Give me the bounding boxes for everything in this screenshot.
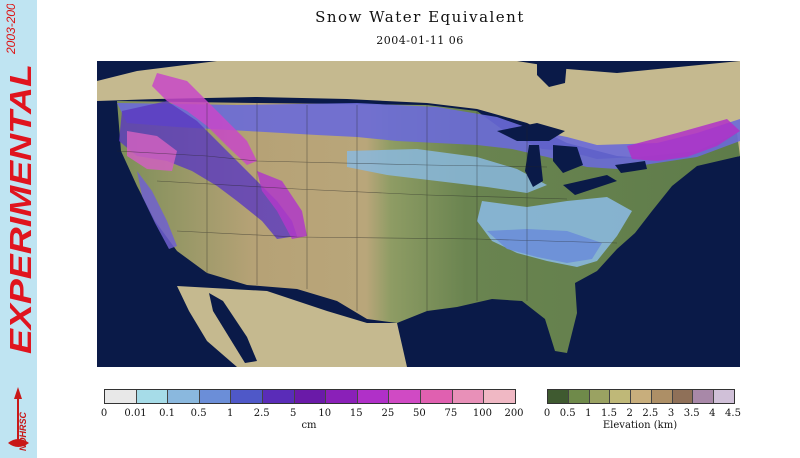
snow-west [119, 101, 297, 239]
season-years: 2003-2004 [4, 4, 18, 55]
state-borders [116, 103, 618, 311]
elevation-tick-label: 0 [543, 408, 551, 419]
swe-tick-label: 10 [318, 408, 332, 419]
experimental-banner: EXPERIMENTAL [3, 64, 37, 354]
nohrsc-logo: NOHRSC [8, 387, 29, 451]
map-title: Snow Water Equivalent [315, 8, 525, 26]
season-years-label: 2003-2004 [4, 4, 18, 55]
elevation-swatch [589, 390, 611, 403]
hudson-bay [537, 61, 567, 87]
swe-color-scale [104, 389, 516, 404]
swe-tick-label: 1 [226, 408, 234, 419]
swe-swatch [136, 390, 169, 403]
snow-rockies-north [152, 73, 257, 165]
elevation-tick-labels: 0 0.5 1 1.5 2 2.5 3 3.5 4 4.5 [543, 408, 741, 420]
swe-tick-label: 15 [349, 408, 363, 419]
experimental-sidebar: 2003-2004 EXPERIMENTAL NOHRSC [0, 0, 37, 458]
elevation-unit-label: Elevation (km) [602, 420, 678, 431]
swe-tick-label: 0 [100, 408, 108, 419]
elevation-swatch [672, 390, 694, 403]
lake-michigan [525, 145, 543, 187]
snow-colorado [257, 171, 307, 239]
elevation-swatch [651, 390, 673, 403]
elevation-swatch [693, 390, 715, 403]
experimental-label: EXPERIMENTAL [3, 64, 37, 354]
swe-tick-labels: 0 0.01 0.1 0.5 1 2.5 5 10 15 25 50 75 100 200 [100, 408, 524, 420]
elevation-tick-label: 2 [626, 408, 633, 419]
swe-swatch [452, 390, 485, 403]
elevation-tick-label: 3.5 [683, 408, 700, 419]
snow-appalachian [487, 229, 602, 263]
elevation-swatch [548, 390, 569, 403]
elevation-tick-label: 0.5 [559, 408, 576, 419]
elevation-color-scale [547, 389, 735, 404]
snow-cascades [127, 131, 177, 171]
swe-swatch [294, 390, 327, 403]
swe-swatch [357, 390, 390, 403]
elevation-tick-label: 1.5 [601, 408, 617, 419]
nohrsc-logo-text: NOHRSC [18, 411, 28, 451]
swe-tick-label: 0.01 [124, 408, 147, 419]
swe-swatch [231, 390, 264, 403]
swe-swatch [389, 390, 422, 403]
swe-tick-label: 0.1 [159, 408, 176, 419]
lake-superior [497, 123, 565, 141]
snow-northeast [627, 119, 740, 161]
swe-swatch [105, 390, 137, 403]
swe-tick-label: 2.5 [253, 408, 270, 419]
elevation-tick-label: 4.5 [725, 408, 741, 419]
gulf-of-california [209, 293, 257, 363]
swe-unit-label: cm [301, 420, 317, 431]
lake-ontario [615, 161, 647, 173]
lake-erie [563, 175, 617, 195]
snow-map [97, 61, 740, 367]
canada [97, 61, 740, 163]
lake-huron [553, 145, 583, 173]
swe-tick-label: 100 [472, 408, 492, 419]
elevation-swatch [631, 390, 652, 403]
swe-tick-label: 5 [290, 408, 297, 419]
elevation-tick-label: 4 [709, 408, 716, 419]
swe-swatch [484, 390, 515, 403]
snow-band-plains [347, 149, 547, 193]
swe-swatch [168, 390, 200, 403]
elevation-swatch [714, 390, 735, 403]
swe-swatch [263, 390, 295, 403]
elevation-tick-label: 1 [585, 408, 592, 419]
swe-swatch [199, 390, 232, 403]
swe-tick-label: 0.5 [190, 408, 207, 419]
elevation-swatch [568, 390, 590, 403]
swe-swatch [421, 390, 453, 403]
swe-tick-label: 75 [444, 408, 458, 419]
swe-tick-label: 200 [504, 408, 524, 419]
swe-tick-label: 25 [381, 408, 395, 419]
mexico [177, 286, 407, 367]
map-datetime: 2004-01-11 06 [376, 34, 464, 47]
elevation-swatch [610, 390, 632, 403]
elevation-tick-label: 2.5 [642, 408, 659, 419]
elevation-tick-label: 3 [667, 408, 675, 419]
swe-swatch [326, 390, 358, 403]
snow-band-north [117, 103, 740, 169]
swe-tick-label: 50 [413, 408, 426, 419]
snow-sierra [137, 171, 177, 249]
